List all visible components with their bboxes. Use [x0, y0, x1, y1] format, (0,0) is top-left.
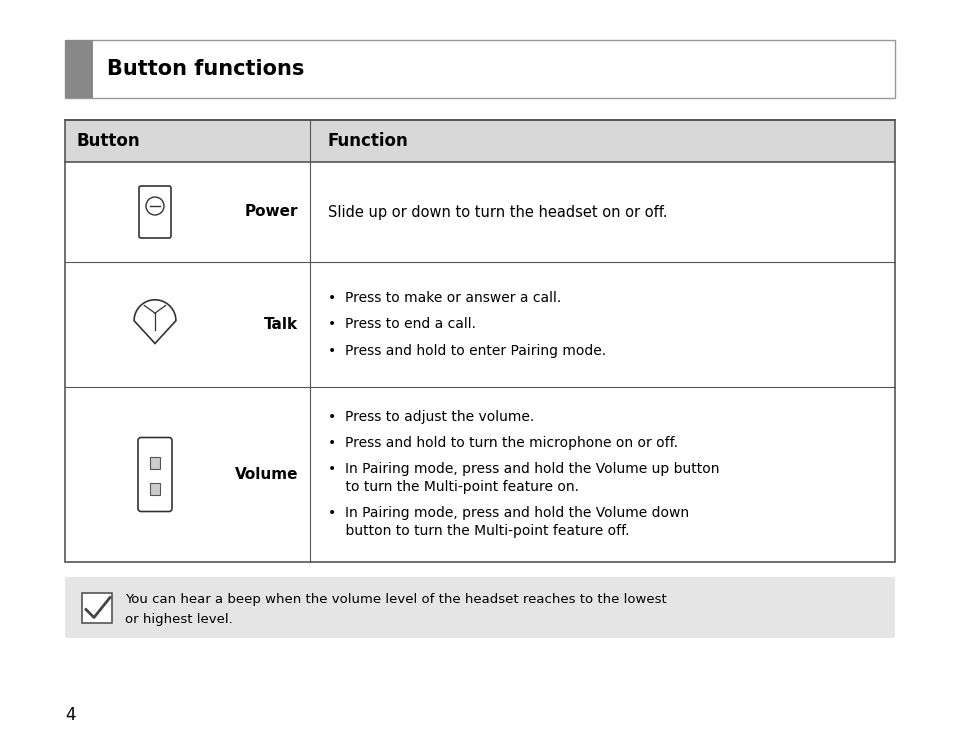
Text: 4: 4	[65, 706, 75, 724]
Bar	[65, 577, 894, 638]
Bar	[150, 456, 160, 468]
Text: •  Press to make or answer a call.: • Press to make or answer a call.	[328, 292, 560, 306]
Text: to turn the Multi-point feature on.: to turn the Multi-point feature on.	[328, 481, 578, 494]
Text: •  In Pairing mode, press and hold the Volume down: • In Pairing mode, press and hold the Vo…	[328, 507, 688, 520]
Text: •  Press and hold to turn the microphone on or off.: • Press and hold to turn the microphone …	[328, 436, 678, 450]
Text: button to turn the Multi-point feature off.: button to turn the Multi-point feature o…	[328, 525, 629, 539]
Text: •  Press to adjust the volume.: • Press to adjust the volume.	[328, 410, 534, 424]
Bar	[65, 120, 894, 562]
Text: Button: Button	[77, 132, 140, 150]
FancyBboxPatch shape	[138, 438, 172, 511]
Text: Volume: Volume	[234, 467, 297, 482]
Polygon shape	[134, 300, 175, 344]
Bar	[65, 120, 894, 162]
Text: or highest level.: or highest level.	[125, 613, 233, 626]
Text: Button functions: Button functions	[107, 59, 304, 79]
Bar	[65, 40, 894, 98]
Text: Talk: Talk	[264, 317, 297, 332]
Text: You can hear a beep when the volume level of the headset reaches to the lowest: You can hear a beep when the volume leve…	[125, 593, 666, 606]
Text: •  Press and hold to enter Pairing mode.: • Press and hold to enter Pairing mode.	[328, 344, 605, 358]
Text: Power: Power	[244, 205, 297, 220]
Bar	[65, 40, 92, 98]
Bar	[150, 482, 160, 494]
Bar	[82, 593, 112, 623]
FancyBboxPatch shape	[139, 186, 171, 238]
Text: •  In Pairing mode, press and hold the Volume up button: • In Pairing mode, press and hold the Vo…	[328, 462, 719, 476]
Text: Function: Function	[328, 132, 408, 150]
Text: •  Press to end a call.: • Press to end a call.	[328, 318, 476, 332]
Text: Slide up or down to turn the headset on or off.: Slide up or down to turn the headset on …	[328, 205, 667, 220]
